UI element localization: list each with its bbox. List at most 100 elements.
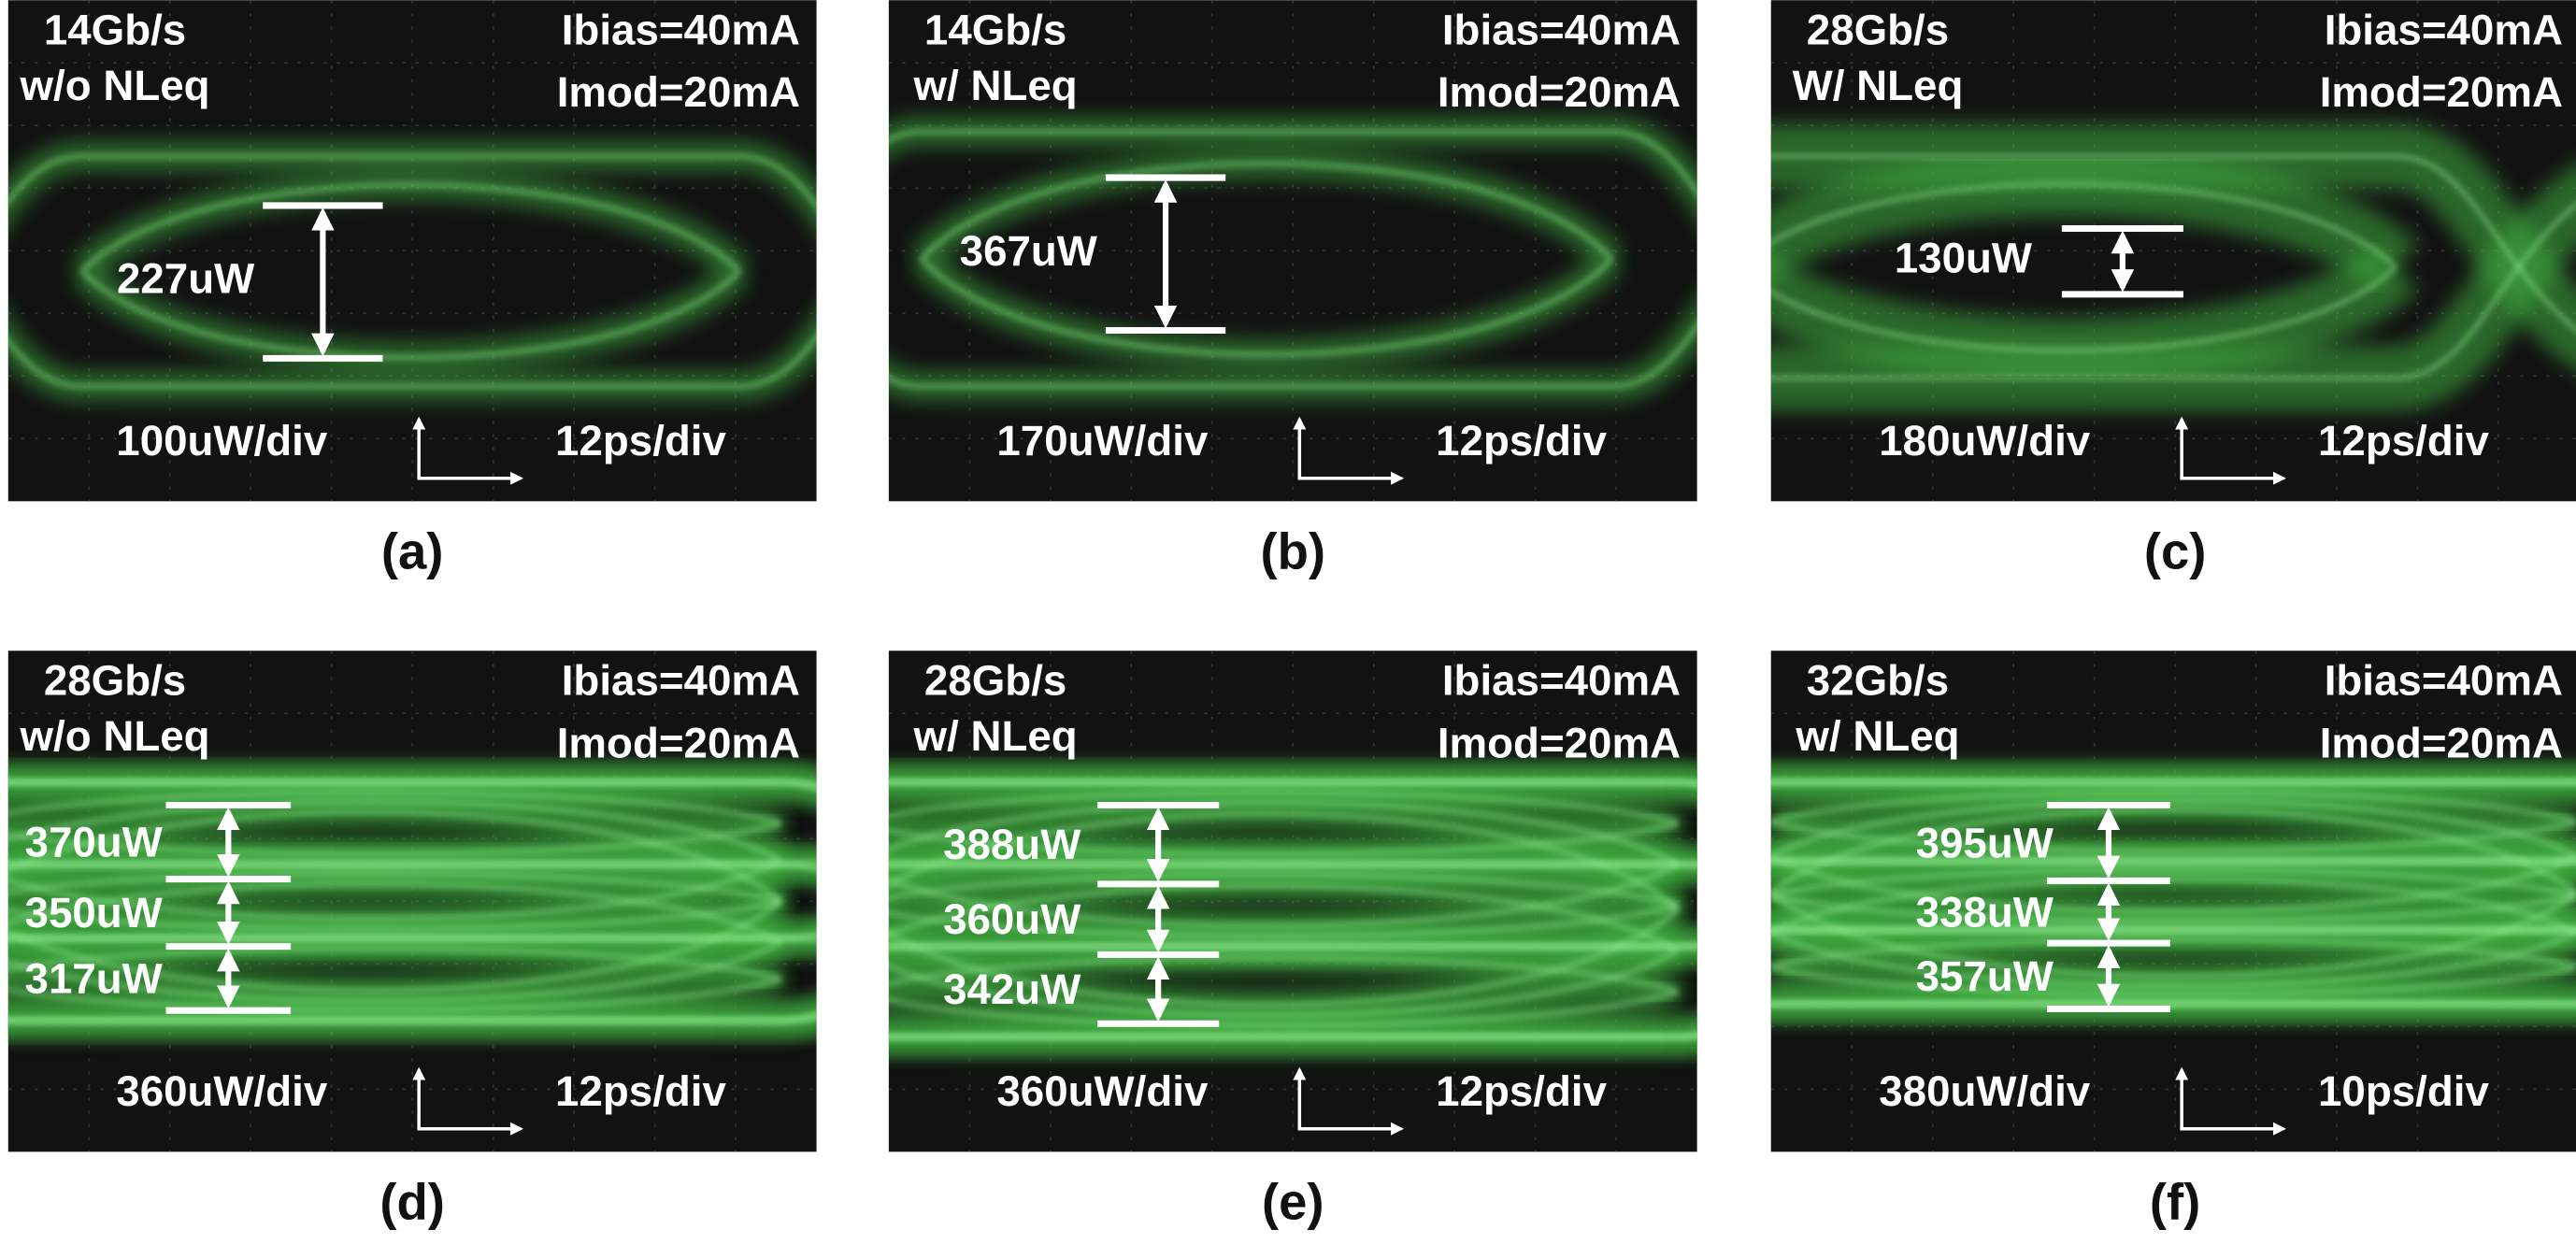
- bit-rate: 28Gb/s: [924, 656, 1066, 704]
- eye-trace: [920, 161, 1614, 261]
- eye-traces: [7, 651, 817, 1152]
- eye-opening: 342uW: [943, 965, 1081, 1013]
- time-scale: 12ps/div: [555, 417, 726, 465]
- eye-trace: [888, 322, 1697, 389]
- eye-trace: [888, 989, 1679, 1028]
- eye-trace: [7, 858, 782, 922]
- eye-trace: [7, 862, 817, 872]
- vertical-scale: 360uW/div: [116, 1067, 328, 1115]
- eye-trace: [7, 946, 781, 982]
- eye-traces: [888, 651, 1697, 1152]
- eye-trace: [888, 790, 1679, 826]
- bit-rate: 28Gb/s: [1807, 6, 1949, 53]
- time-scale: 12ps/div: [1436, 417, 1607, 465]
- modulation-current: Imod=20mA: [1438, 68, 1681, 116]
- eye-trace: [888, 1033, 1697, 1039]
- eye-opening: 130uW: [1895, 235, 2033, 282]
- time-scale: 12ps/div: [555, 1067, 726, 1115]
- eye-trace: [1770, 181, 2397, 269]
- modulation-current: Imod=20mA: [2320, 719, 2563, 766]
- eye-opening: 357uW: [1916, 952, 2054, 1000]
- time-scale: 12ps/div: [2318, 417, 2489, 465]
- eye-trace: [888, 779, 1697, 787]
- eye-panel: 32Gb/s w/ NLeq Ibias=40mA Imod=20mA 395uW 338…: [1770, 651, 2576, 1231]
- eye-trace: [7, 799, 782, 863]
- bit-rate: 28Gb/s: [44, 656, 186, 704]
- eye-traces: [7, 0, 817, 502]
- eye-trace: [1770, 789, 2576, 824]
- eye-opening: 227uW: [117, 255, 255, 303]
- eye-traces: [1770, 0, 2576, 502]
- vertical-scale: 170uW/div: [996, 417, 1209, 465]
- eye-trace: [888, 800, 1679, 867]
- eye-trace: [888, 862, 1679, 929]
- equalizer-mode: w/ NLeq: [913, 712, 1078, 760]
- panel-caption: (c): [2144, 523, 2207, 580]
- panel-caption: (b): [1260, 523, 1325, 580]
- eye-trace: [888, 944, 1697, 951]
- eye-trace: [7, 790, 781, 826]
- bias-current: Ibias=40mA: [1442, 656, 1681, 704]
- eye-trace: [1770, 937, 2576, 970]
- eye-panel: 28Gb/s W/ NLeq Ibias=40mA Imod=20mA 130uW 180…: [1770, 0, 2576, 580]
- eye-trace: [1770, 927, 2576, 933]
- eye-opening: 367uW: [960, 227, 1098, 275]
- time-scale: 10ps/div: [2318, 1067, 2489, 1115]
- eye-traces: [888, 0, 1697, 502]
- vertical-scale: 380uW/div: [1879, 1067, 2091, 1115]
- equalizer-mode: w/ NLeq: [1795, 712, 1959, 760]
- vertical-scale: 360uW/div: [996, 1067, 1209, 1115]
- eye-trace: [7, 899, 782, 994]
- time-scale: 12ps/div: [1436, 1067, 1607, 1115]
- eye-trace: [1770, 202, 2576, 381]
- eye-trace: [888, 955, 1679, 994]
- eye-trace: [888, 872, 1679, 908]
- eye-trace: [7, 779, 817, 792]
- modulation-current: Imod=20mA: [1438, 719, 1681, 766]
- panel-caption: (e): [1262, 1174, 1324, 1231]
- eye-trace: [1770, 779, 2576, 785]
- eye-trace: [1770, 858, 2576, 864]
- eye-trace: [7, 153, 817, 209]
- eye-panel: 14Gb/s w/o NLeq Ibias=40mA Imod=20mA 227uW 10…: [7, 0, 817, 580]
- modulation-current: Imod=20mA: [557, 719, 800, 766]
- bit-rate: 32Gb/s: [1807, 656, 1949, 704]
- bias-current: Ibias=40mA: [2325, 656, 2563, 704]
- eye-trace: [888, 948, 1679, 1018]
- eye-opening: 317uW: [25, 954, 164, 1002]
- equalizer-mode: w/o NLeq: [20, 62, 210, 109]
- eye-trace: [7, 809, 782, 904]
- eye-traces: [1770, 651, 2576, 1152]
- eye-trace: [7, 939, 782, 1004]
- bias-current: Ibias=40mA: [562, 6, 800, 53]
- panel-caption: (a): [381, 523, 444, 580]
- eye-trace: [79, 269, 741, 361]
- eye-opening: 395uW: [1916, 819, 2054, 866]
- eye-opening: 388uW: [943, 821, 1081, 868]
- eye-trace: [888, 129, 1697, 196]
- eye-trace: [888, 821, 1679, 857]
- eye-opening: 338uW: [1916, 888, 2054, 936]
- eye-opening: 370uW: [25, 819, 164, 866]
- panel-caption: (d): [379, 1174, 445, 1231]
- eye-trace: [888, 862, 1697, 868]
- equalizer-mode: W/ NLeq: [1793, 62, 1964, 109]
- bias-current: Ibias=40mA: [562, 656, 800, 704]
- bias-current: Ibias=40mA: [1442, 6, 1681, 53]
- eye-panel: 14Gb/s w/ NLeq Ibias=40mA Imod=20mA 367uW 170…: [888, 0, 1697, 580]
- equalizer-mode: w/ NLeq: [913, 62, 1078, 109]
- eye-panel: 28Gb/s w/o NLeq Ibias=40mA Imod=20mA 370uW 35…: [7, 651, 817, 1231]
- eye-trace: [7, 821, 781, 857]
- eye-trace: [7, 1015, 817, 1023]
- bias-current: Ibias=40mA: [2325, 6, 2563, 53]
- vertical-scale: 180uW/div: [1879, 417, 2091, 465]
- eye-trace: [888, 903, 1679, 939]
- eye-panel: 28Gb/s w/ NLeq Ibias=40mA Imod=20mA 388uW 360…: [888, 651, 1697, 1231]
- eye-trace: [1770, 853, 2576, 914]
- bit-rate: 14Gb/s: [44, 6, 186, 53]
- modulation-current: Imod=20mA: [557, 68, 800, 116]
- eye-trace: [1770, 893, 2576, 924]
- modulation-current: Imod=20mA: [2320, 68, 2563, 116]
